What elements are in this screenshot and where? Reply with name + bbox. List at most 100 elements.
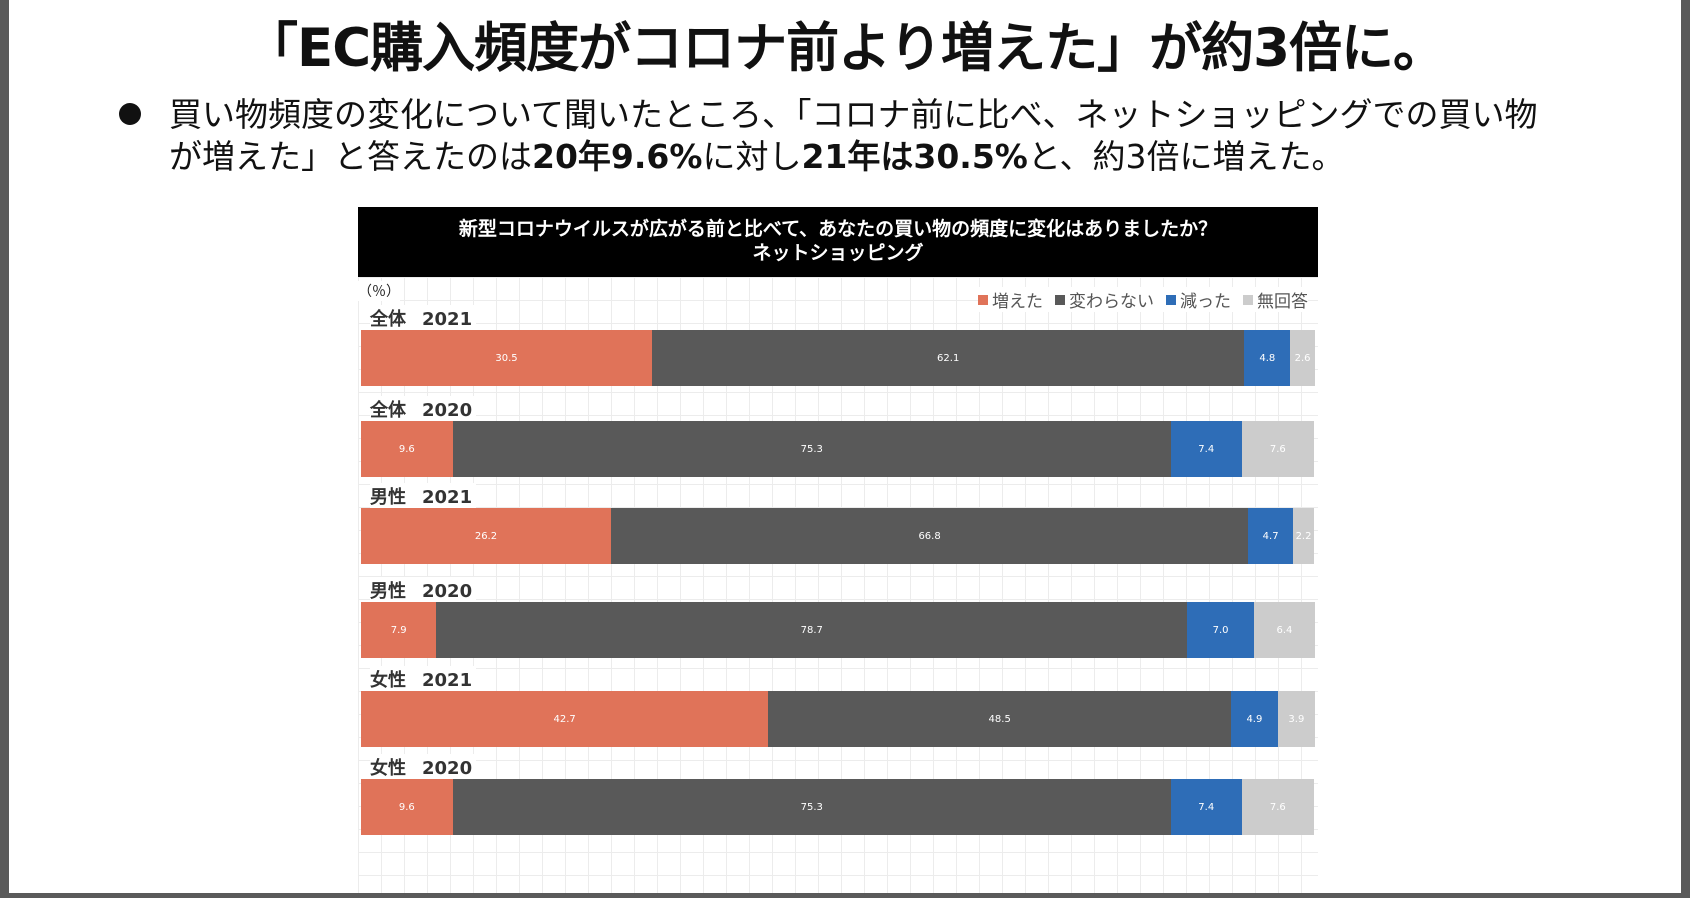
legend-swatch bbox=[1166, 294, 1176, 305]
legend-item: 減った bbox=[1166, 287, 1231, 312]
bar-segment: 3.9 bbox=[1277, 691, 1315, 747]
row-label: 女性 2020 bbox=[370, 754, 477, 780]
row-year-label: 2021 bbox=[422, 309, 473, 330]
bullet-highlight-2020: 20年9.6% bbox=[532, 137, 703, 176]
data-label: 26.2 bbox=[474, 530, 498, 542]
row-group-label: 全体 bbox=[370, 309, 406, 330]
bar-segment: 62.1 bbox=[651, 330, 1245, 386]
row-year-label: 2021 bbox=[422, 487, 473, 508]
row-year-label: 2020 bbox=[422, 758, 473, 779]
bar-segment: 7.9 bbox=[361, 602, 437, 658]
bar-segment: 26.2 bbox=[361, 508, 611, 564]
bar-segment: 2.6 bbox=[1290, 330, 1315, 386]
data-label: 75.3 bbox=[800, 801, 823, 813]
bullet-line-1: 買い物頻度の変化について聞いたところ、「コロナ前に比べ、ネットショッピングでの買… bbox=[169, 95, 1538, 134]
bar-segment: 48.5 bbox=[768, 691, 1232, 747]
data-label: 75.3 bbox=[800, 443, 823, 455]
data-label: 7.0 bbox=[1212, 624, 1229, 636]
bullet-line-2c: に対し bbox=[702, 137, 802, 176]
bar-segment: 9.6 bbox=[361, 779, 453, 835]
chart-subtitle: ネットショッピング bbox=[752, 242, 924, 264]
row-year-label: 2021 bbox=[422, 670, 473, 691]
bar-segment: 42.7 bbox=[361, 691, 769, 747]
bullet-text: 買い物頻度の変化について聞いたところ、「コロナ前に比べ、ネットショッピングでの買… bbox=[169, 94, 1669, 178]
row-year-label: 2020 bbox=[422, 581, 473, 602]
row-label: 男性 2020 bbox=[370, 577, 477, 603]
bar-segment: 75.3 bbox=[452, 421, 1171, 477]
data-label: 66.8 bbox=[918, 530, 941, 542]
legend-swatch bbox=[1055, 294, 1065, 305]
data-label: 2.6 bbox=[1294, 352, 1311, 364]
data-label: 4.7 bbox=[1262, 530, 1279, 542]
row-group-label: 女性 bbox=[370, 670, 406, 691]
plot-area: （％） 増えた 変わらない 減った 無回答 全体 2021 30.5 62.1 4.8 2.6 全… bbox=[358, 277, 1318, 893]
data-label: 42.7 bbox=[553, 713, 576, 725]
row-year-label: 2020 bbox=[422, 400, 473, 421]
data-label: 2.2 bbox=[1295, 530, 1312, 542]
row-group-label: 男性 bbox=[370, 487, 406, 508]
data-label: 9.6 bbox=[398, 801, 415, 813]
data-label: 7.6 bbox=[1269, 443, 1286, 455]
data-label: 9.6 bbox=[398, 443, 415, 455]
slide: 「EC購入頻度がコロナ前より増えた」が約3倍に。 買い物頻度の変化について聞いた… bbox=[9, 0, 1681, 893]
bar-segment: 66.8 bbox=[610, 508, 1249, 564]
stacked-bar: 9.6 75.3 7.4 7.6 bbox=[361, 421, 1315, 477]
data-label: 78.7 bbox=[800, 624, 823, 636]
data-label: 7.6 bbox=[1269, 801, 1286, 813]
row-group-label: 女性 bbox=[370, 758, 406, 779]
legend: 増えた 変わらない 減った 無回答 bbox=[978, 287, 1308, 312]
stacked-bar: 9.6 75.3 7.4 7.6 bbox=[361, 779, 1315, 835]
data-label: 7.4 bbox=[1198, 801, 1215, 813]
bar-segment: 6.4 bbox=[1253, 602, 1315, 658]
bar-segment: 75.3 bbox=[452, 779, 1171, 835]
bar-segment: 4.9 bbox=[1231, 691, 1278, 747]
legend-item: 無回答 bbox=[1243, 287, 1308, 312]
data-label: 7.4 bbox=[1198, 443, 1215, 455]
stacked-bar: 42.7 48.5 4.9 3.9 bbox=[361, 691, 1315, 747]
data-label: 4.9 bbox=[1246, 713, 1263, 725]
bullet-highlight-2021: 21年は30.5% bbox=[801, 137, 1028, 176]
bullet-line-2a: が増えた」と答えたのは bbox=[169, 137, 532, 176]
chart-title: 新型コロナウイルスが広がる前と比べて、あなたの買い物の頻度に変化はありましたか？ bbox=[458, 218, 1218, 240]
legend-label: 無回答 bbox=[1257, 292, 1308, 312]
unit-label: （％） bbox=[358, 281, 400, 301]
legend-label: 減った bbox=[1180, 292, 1231, 312]
legend-label: 増えた bbox=[992, 292, 1043, 312]
bar-segment: 4.8 bbox=[1244, 330, 1291, 386]
data-label: 6.4 bbox=[1276, 624, 1293, 636]
legend-swatch bbox=[978, 294, 988, 305]
chart-header: 新型コロナウイルスが広がる前と比べて、あなたの買い物の頻度に変化はありましたか？… bbox=[358, 207, 1318, 277]
bar-segment: 7.4 bbox=[1170, 421, 1242, 477]
bar-segment: 9.6 bbox=[361, 421, 453, 477]
data-label: 62.1 bbox=[937, 352, 960, 364]
stacked-bar: 30.5 62.1 4.8 2.6 bbox=[361, 330, 1315, 386]
stacked-bar: 26.2 66.8 4.7 2.2 bbox=[361, 508, 1315, 564]
bar-segment: 7.0 bbox=[1187, 602, 1254, 658]
row-group-label: 男性 bbox=[370, 581, 406, 602]
bar-segment: 30.5 bbox=[361, 330, 652, 386]
stacked-bar-chart: 新型コロナウイルスが広がる前と比べて、あなたの買い物の頻度に変化はありましたか？… bbox=[358, 207, 1318, 893]
legend-label: 変わらない bbox=[1069, 292, 1154, 312]
data-label: 3.9 bbox=[1288, 713, 1305, 725]
legend-item: 変わらない bbox=[1055, 287, 1154, 312]
bar-segment: 4.7 bbox=[1248, 508, 1294, 564]
row-label: 男性 2021 bbox=[370, 483, 477, 509]
bullet-dot-icon bbox=[119, 103, 141, 125]
data-label: 30.5 bbox=[495, 352, 518, 364]
legend-item: 増えた bbox=[978, 287, 1043, 312]
slide-title: 「EC購入頻度がコロナ前より増えた」が約3倍に。 bbox=[245, 18, 1446, 79]
data-label: 7.9 bbox=[390, 624, 407, 636]
data-label: 4.8 bbox=[1259, 352, 1276, 364]
row-group-label: 全体 bbox=[370, 400, 406, 421]
row-label: 女性 2021 bbox=[370, 666, 477, 692]
bar-segment: 2.2 bbox=[1293, 508, 1315, 564]
legend-swatch bbox=[1243, 294, 1253, 305]
row-label: 全体 2020 bbox=[370, 396, 477, 422]
bar-segment: 7.4 bbox=[1170, 779, 1242, 835]
bar-segment: 78.7 bbox=[436, 602, 1188, 658]
row-label: 全体 2021 bbox=[370, 305, 477, 331]
data-label: 48.5 bbox=[988, 713, 1011, 725]
bar-segment: 7.6 bbox=[1241, 421, 1315, 477]
bullet-line-2e: と、約3倍に増えた。 bbox=[1027, 137, 1345, 176]
stacked-bar: 7.9 78.7 7.0 6.4 bbox=[361, 602, 1315, 658]
